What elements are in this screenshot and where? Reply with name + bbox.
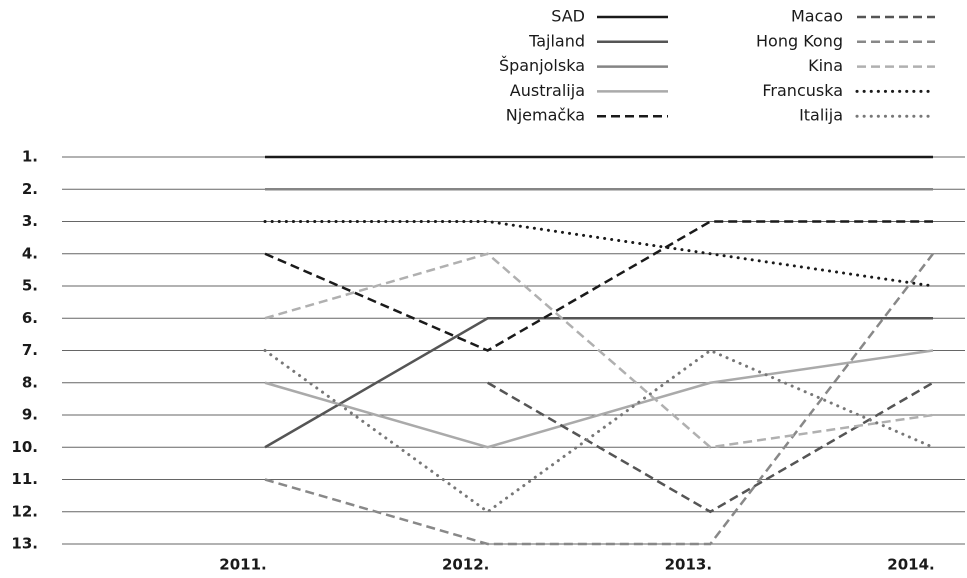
y-tick-label: 9. [22, 406, 38, 424]
legend-label: Francuska [762, 81, 843, 100]
y-tick-label: 13. [11, 535, 38, 553]
legend-label: Italija [799, 106, 843, 125]
x-tick-label: 2012. [442, 556, 489, 574]
legend-label: Tajland [528, 31, 585, 50]
legend-label: Hong Kong [756, 31, 843, 50]
series-line [263, 220, 935, 288]
series-line [264, 252, 934, 449]
series-line [264, 317, 933, 449]
y-tick-label: 10. [11, 438, 38, 456]
legend-label: Kina [808, 56, 843, 75]
y-tick-label: 12. [11, 502, 38, 520]
series-line [264, 349, 934, 449]
legend-label: Australija [510, 81, 585, 100]
series-line [264, 220, 933, 352]
legend-label: SAD [551, 7, 585, 26]
legend-label: Španjolska [499, 56, 585, 75]
y-tick-label: 4. [22, 244, 38, 262]
x-tick-label: 2013. [665, 556, 712, 574]
y-tick-label: 7. [22, 341, 38, 359]
x-tick-label: 2014. [887, 556, 934, 574]
y-tick-label: 3. [22, 212, 38, 230]
legend-label: Macao [791, 7, 843, 26]
legend-label: Njemačka [506, 106, 585, 125]
y-tick-label: 5. [22, 277, 38, 295]
y-tick-label: 11. [11, 470, 38, 488]
y-tick-label: 2. [22, 180, 38, 198]
series-line [264, 252, 934, 546]
y-tick-label: 8. [22, 373, 38, 391]
y-tick-label: 1. [22, 148, 38, 166]
y-tick-label: 6. [22, 309, 38, 327]
series-line [263, 348, 935, 514]
x-tick-label: 2011. [219, 556, 266, 574]
